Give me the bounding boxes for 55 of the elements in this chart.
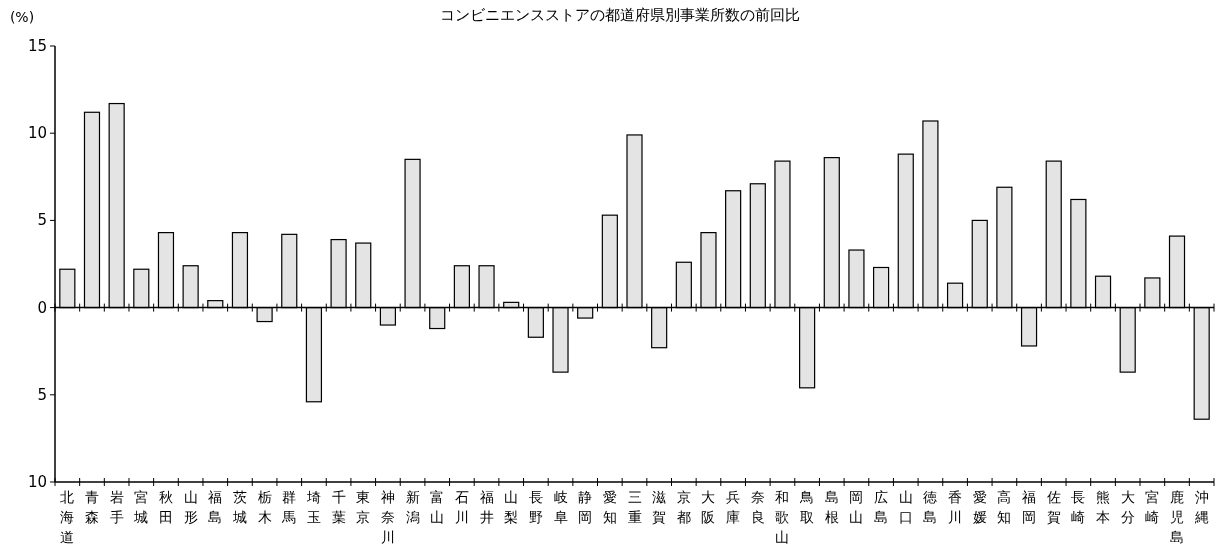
x-tick-label: 群馬	[281, 489, 297, 525]
x-tick-label: 宮城	[133, 489, 149, 525]
x-tick-label: 奈良	[750, 489, 765, 525]
x-tick-label: 岩手	[109, 489, 124, 525]
x-tick-label: 山形	[183, 489, 198, 525]
y-tick-label: 0	[37, 298, 47, 317]
y-tick-label: 5	[37, 211, 47, 230]
x-tick-label: 青森	[84, 489, 99, 525]
x-tick-label: 徳島	[923, 489, 938, 525]
x-tick-label: 滋賀	[652, 489, 667, 525]
x-tick-label: 秋田	[158, 489, 173, 525]
x-tick-label: 長野	[528, 489, 543, 525]
x-tick-label: 愛媛	[972, 489, 987, 525]
x-tick-label: 新潟	[405, 489, 420, 525]
x-tick-label: 富山	[430, 489, 445, 525]
x-tick-label: 長崎	[1071, 489, 1086, 525]
x-tick-label: 福岡	[1022, 489, 1037, 525]
x-tick-label: 和歌山	[775, 489, 790, 545]
x-tick-label: 岡山	[849, 489, 864, 525]
x-tick-label: 宮崎	[1145, 489, 1160, 525]
x-tick-label: 茨城	[231, 489, 247, 525]
y-axis-title: (%)	[9, 9, 35, 25]
y-tick-label: 10	[27, 473, 47, 491]
x-tick-label: 大分	[1120, 489, 1135, 525]
x-tick-label: 山口	[898, 489, 913, 525]
x-tick-label: 千葉	[331, 489, 346, 525]
x-tick-label: 石川	[454, 489, 469, 525]
x-tick-label: 大阪	[701, 489, 716, 525]
x-tick-label: 岐阜	[553, 489, 568, 525]
x-tick-label: 神奈川	[380, 489, 395, 545]
x-tick-label: 埼玉	[305, 489, 321, 525]
y-tick-label: 5	[37, 385, 47, 404]
x-tick-label: 広島	[874, 489, 889, 525]
x-tick-label: 鳥取	[799, 489, 815, 525]
x-tick-label: 栃木	[257, 489, 272, 525]
x-tick-label: 兵庫	[726, 489, 741, 525]
x-tick-label: 香川	[948, 489, 963, 525]
x-tick-label: 高知	[997, 489, 1012, 525]
x-tick-label: 沖縄	[1193, 489, 1209, 525]
x-tick-label: 静岡	[578, 489, 593, 525]
x-tick-label: 北海道	[60, 489, 75, 545]
y-tick-label: 15	[27, 37, 47, 55]
y-tick-label: 10	[27, 124, 47, 143]
x-tick-label: 福井	[479, 489, 494, 525]
x-tick-label: 山梨	[504, 489, 519, 525]
x-tick-label: 熊本	[1096, 489, 1111, 525]
chart-title: コンビニエンスストアの都道府県別事業所数の前回比	[440, 6, 800, 24]
x-tick-label: 島根	[824, 489, 839, 525]
x-tick-label: 東京	[356, 489, 371, 525]
x-tick-label: 佐賀	[1046, 489, 1061, 525]
x-tick-label: 京都	[676, 489, 691, 525]
x-tick-label: 鹿児島	[1170, 489, 1185, 545]
x-tick-label: 福島	[208, 489, 223, 525]
x-tick-label: 愛知	[602, 489, 617, 525]
x-tick-label: 三重	[627, 489, 642, 525]
